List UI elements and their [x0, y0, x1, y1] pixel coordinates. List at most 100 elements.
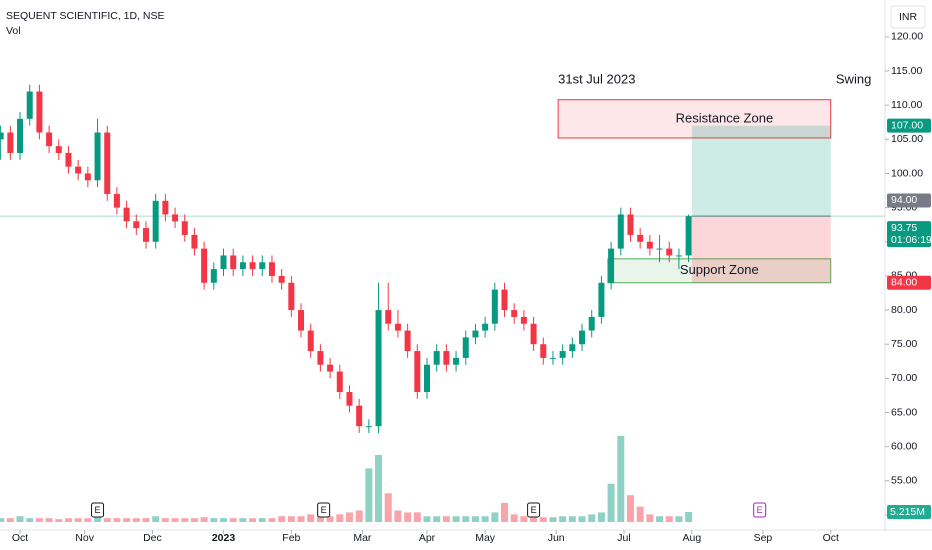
- volume-bar: [45, 518, 53, 522]
- candle-body: [142, 228, 149, 242]
- chart-title: SEQUENT SCIENTIFIC, 1D, NSE: [6, 10, 165, 22]
- x-tick-label: Aug: [683, 532, 702, 544]
- volume-bar: [481, 516, 489, 522]
- price-label: 93.75: [891, 222, 917, 234]
- candle-body: [94, 132, 101, 181]
- price-countdown: 01:06:19: [891, 234, 932, 246]
- volume-bar: [452, 516, 460, 522]
- price-label: 84.00: [891, 277, 917, 289]
- volume-bar: [646, 514, 654, 522]
- currency-button[interactable]: [890, 5, 926, 29]
- candle-body: [414, 351, 421, 393]
- candle-body: [239, 262, 246, 270]
- volume-bar: [491, 512, 499, 522]
- candle-body: [530, 323, 537, 345]
- zone-label: Support Zone: [680, 262, 759, 277]
- candle-body: [278, 275, 285, 283]
- volume-bar: [520, 516, 528, 522]
- candle-body: [75, 166, 82, 174]
- candle-body: [17, 118, 24, 153]
- annotation: 31st Jul 2023: [558, 71, 635, 86]
- candle-body: [0, 132, 4, 140]
- candle-body: [598, 282, 605, 317]
- volume-bar: [239, 518, 247, 522]
- volume-bar: [200, 517, 208, 522]
- candle-body: [608, 248, 615, 283]
- candle-body: [443, 351, 450, 365]
- candle-body: [453, 357, 460, 365]
- y-tick-label: 100.00: [891, 167, 923, 179]
- candle-body: [317, 351, 324, 365]
- candle-body: [230, 255, 237, 270]
- volume-bar: [190, 518, 198, 522]
- volume-bar: [549, 517, 557, 522]
- candle-body: [685, 216, 692, 256]
- earnings-label: E: [95, 505, 101, 515]
- stop-zone: [691, 216, 831, 283]
- candle-body: [666, 248, 673, 256]
- candle-body: [375, 310, 382, 427]
- candle-body: [462, 337, 469, 358]
- candle-body: [501, 289, 508, 311]
- x-tick-label: Apr: [419, 532, 436, 544]
- candle-body: [268, 262, 275, 276]
- candle-body: [113, 193, 120, 208]
- y-tick-label: 75.00: [891, 338, 917, 350]
- candle-body: [259, 262, 266, 270]
- y-tick-label: 70.00: [891, 372, 917, 384]
- volume-bar: [365, 468, 373, 522]
- candle-body: [152, 200, 159, 242]
- volume-bar: [375, 454, 383, 522]
- volume-bar: [142, 518, 150, 522]
- earnings-marker: [91, 502, 105, 518]
- candle-body: [549, 357, 556, 359]
- volume-bar: [597, 512, 605, 522]
- volume-bar: [35, 518, 43, 522]
- volume-bar: [181, 518, 189, 522]
- candle-body: [162, 200, 169, 215]
- volume-bar: [0, 518, 5, 522]
- volume-bar: [588, 514, 596, 522]
- volume-bar: [249, 518, 257, 522]
- volume-bar: [355, 510, 363, 522]
- volume-bar: [278, 516, 286, 522]
- volume-bar: [132, 518, 140, 522]
- candle-body: [423, 364, 430, 393]
- volume-bar: [539, 517, 547, 522]
- target-zone: [691, 125, 831, 217]
- candle-body: [540, 344, 547, 358]
- volume-bar: [471, 516, 479, 522]
- candle-body: [656, 248, 663, 250]
- volume-bar: [413, 512, 421, 522]
- candle-body: [36, 91, 43, 133]
- x-tick-label: May: [475, 532, 496, 544]
- candle-body: [7, 132, 14, 153]
- x-tick-label: Oct: [12, 532, 28, 544]
- candle-body: [336, 371, 343, 393]
- candle-body: [579, 330, 586, 345]
- volume-bar: [345, 512, 353, 522]
- volume-bar: [384, 493, 392, 522]
- currency-label: INR: [899, 11, 918, 23]
- volume-label-box: [887, 505, 931, 520]
- price-label-box: [887, 275, 931, 290]
- x-tick-label: Feb: [282, 532, 300, 544]
- candle-body: [569, 344, 576, 352]
- x-tick-label: Nov: [75, 532, 94, 544]
- volume-bar: [462, 516, 470, 522]
- volume-bar: [64, 518, 72, 522]
- price-label: 107.00: [891, 119, 923, 131]
- volume-bar: [568, 516, 576, 522]
- candle-body: [404, 330, 411, 352]
- volume-bar: [607, 483, 615, 522]
- candle-body: [46, 132, 53, 147]
- candle-body: [220, 255, 227, 270]
- candle-body: [65, 152, 72, 167]
- candle-body: [181, 221, 188, 235]
- candle-body: [298, 310, 305, 331]
- volume-bar: [297, 516, 305, 522]
- candle-body: [433, 351, 440, 365]
- candle-body: [210, 269, 217, 283]
